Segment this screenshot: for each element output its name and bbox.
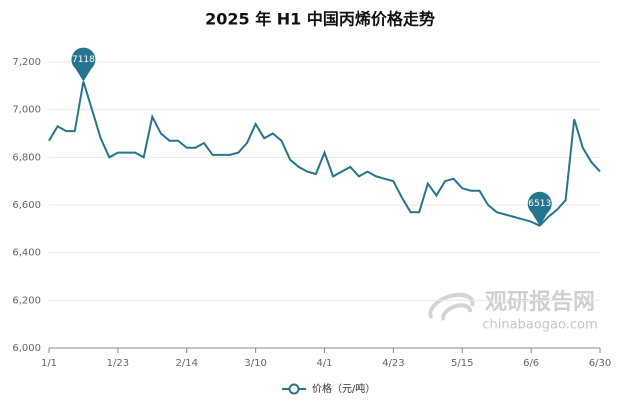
watermark-name: 观研报告网 — [485, 290, 595, 315]
x-tick-label: 4/1 — [316, 358, 332, 369]
x-tick-label: 1/1 — [41, 358, 57, 369]
legend-swatch — [288, 383, 300, 395]
y-tick-label: 6,800 — [12, 152, 41, 163]
chart-title: 2025 年 H1 中国丙烯价格走势 — [205, 10, 435, 29]
extreme-pin — [71, 47, 96, 82]
x-tick-label: 2/14 — [176, 358, 198, 369]
x-tick-label: 1/23 — [107, 358, 129, 369]
y-tick-label: 6,600 — [12, 200, 41, 211]
y-tick-label: 7,000 — [12, 105, 41, 116]
y-tick-label: 6,200 — [12, 295, 41, 306]
y-tick-label: 7,200 — [12, 57, 41, 68]
watermark-url: chinabaogao.com — [482, 318, 597, 333]
y-tick-label: 6,400 — [12, 248, 41, 259]
x-tick-label: 5/15 — [451, 358, 473, 369]
y-tick-label: 6,000 — [12, 343, 41, 354]
x-tick-label: 3/10 — [244, 358, 266, 369]
legend-label: 价格（元/吨） — [312, 382, 375, 395]
watermark-logo — [428, 292, 475, 322]
line — [48, 81, 601, 227]
x-tick-label: 6/30 — [589, 358, 611, 369]
extreme-pin — [527, 191, 552, 226]
extreme-label: 6513 — [528, 199, 551, 209]
extreme-label: 7118 — [72, 55, 95, 65]
x-tick-label: 4/23 — [382, 358, 404, 369]
x-tick-label: 6/6 — [523, 358, 539, 369]
